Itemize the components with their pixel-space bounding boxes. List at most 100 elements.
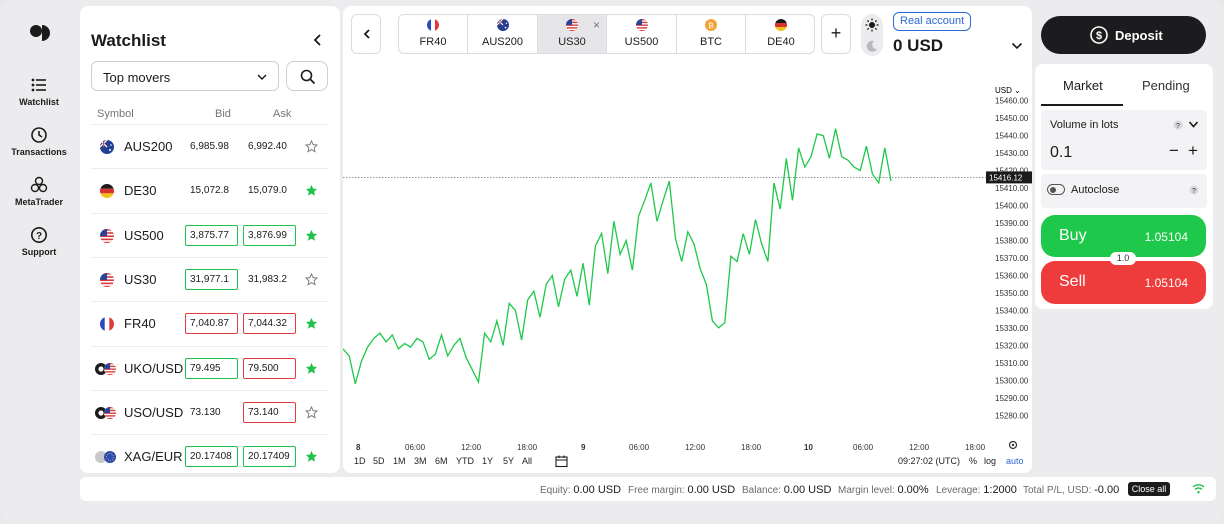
buy-button[interactable]: Buy 1.05104 [1041,215,1206,257]
collapse-chevron-icon[interactable] [310,32,326,48]
timeframe-button[interactable]: 1Y [482,456,494,466]
row-bid[interactable]: 73.130 [190,406,221,418]
timeframe-button[interactable]: 3M [414,456,427,466]
instrument-icon [95,362,117,376]
metatrader-icon [30,176,48,193]
currency-selector[interactable]: USD ⌄ [995,86,1021,95]
account-chevron-down-icon[interactable] [1011,40,1023,52]
equity: Equity: 0.00 USD [540,484,621,496]
timeframe-button[interactable]: YTD [456,456,474,466]
autoclose-toggle[interactable] [1047,184,1065,195]
flag-icon [100,317,114,332]
timeframe-button[interactable]: 1D [354,456,366,466]
row-ask[interactable]: 15,079.0 [248,185,287,197]
close-tab-icon[interactable]: × [592,18,600,32]
filter-select[interactable]: Top movers [91,61,279,91]
watchlist-row[interactable]: FR40 7,040.87 7,044.32 [91,301,328,345]
instrument-tab[interactable]: FR40 [399,15,468,53]
favorite-star-icon[interactable] [305,229,318,242]
instrument-tab[interactable]: DE40 [747,15,816,53]
price-chart[interactable]: USD ⌄ 15460.00 15450.00 15440.00 15430.00 154… [343,62,1032,473]
tab-market[interactable]: Market [1063,78,1103,93]
close-all-button[interactable]: Close all [1128,482,1170,496]
info-icon: ? [1173,120,1183,130]
row-bid[interactable]: 3,875.77 [185,224,238,246]
row-ask[interactable]: 20.17409 [243,446,296,468]
timeframe-button[interactable]: 5Y [503,456,515,466]
y-tick-label: 15390.00 [995,219,1029,228]
watchlist-row[interactable]: US500 3,875.77 3,876.99 [91,212,328,257]
sun-icon [865,18,879,32]
account-balance: 0 USD [893,36,944,55]
row-ask[interactable]: 73.140 [243,401,296,423]
sell-button[interactable]: Sell 1.05104 [1041,261,1206,304]
row-ask[interactable]: 7,044.32 [243,313,296,335]
row-bid[interactable]: 6,985.98 [190,141,229,152]
row-bid[interactable]: 79.495 [185,357,238,379]
volume-field[interactable]: Volume in lots ? 0.1 − + [1041,110,1207,170]
favorite-star-icon[interactable] [305,405,318,419]
row-ask[interactable]: 31,983.2 [248,273,287,285]
instrument-tab[interactable]: US500 [608,15,677,53]
svg-text:₿: ₿ [708,21,714,30]
row-symbol: US500 [124,227,164,243]
favorite-star-icon[interactable] [305,272,318,286]
add-tab-button[interactable]: + [821,14,851,54]
rail-support[interactable]: ? Support [0,226,78,257]
watchlist-row[interactable]: DE30 15,072.8 15,079.0 [91,168,328,212]
row-bid[interactable]: 15,072.8 [190,185,229,197]
timeframe-button[interactable]: 6M [435,456,448,466]
tabs-back-button[interactable] [351,14,381,54]
theme-toggle[interactable] [861,14,883,56]
rail-transactions[interactable]: Transactions [0,126,78,157]
row-bid[interactable]: 20.17408 [185,446,238,468]
rail-watchlist[interactable]: Watchlist [0,76,78,107]
date-range-icon[interactable] [555,455,568,468]
tab-label: FR40 [419,36,447,48]
y-tick-label: 15350.00 [995,289,1029,298]
tab-pending[interactable]: Pending [1142,78,1190,93]
row-symbol: US30 [124,271,157,287]
timeframe-button[interactable]: All [522,456,533,466]
deposit-button[interactable]: $ Deposit [1041,16,1206,54]
watchlist-row[interactable]: UKO/USD 79.495 79.500 [91,345,328,390]
row-ask[interactable]: 3,876.99 [243,224,296,246]
scale-percent[interactable]: % [969,456,978,466]
chevron-down-icon[interactable] [1188,119,1199,130]
volume-decrement[interactable]: − [1169,141,1179,160]
search-button[interactable] [286,61,328,91]
favorite-star-icon[interactable] [305,184,318,197]
watchlist-title: Watchlist [91,31,166,50]
rail-label: MetaTrader [14,197,64,207]
timeframe-button[interactable]: 5D [373,456,385,466]
tab-label: US500 [624,36,659,48]
chart-clock: 09:27:02 (UTC) [898,456,961,466]
volume-increment[interactable]: + [1188,141,1198,160]
margin-level-label: Margin level: [838,485,895,496]
question-icon: ? [31,227,47,243]
instrument-tab[interactable]: ₿ BTC [677,15,746,53]
tab-label: AUS200 [482,36,523,48]
favorite-star-icon[interactable] [305,140,318,153]
watchlist-row[interactable]: US30 31,977.1 31,983.2 [91,256,328,301]
favorite-star-icon[interactable] [305,317,318,330]
scale-auto[interactable]: auto [1006,456,1024,466]
favorite-star-icon[interactable] [305,450,318,463]
row-ask[interactable]: 79.500 [243,357,296,379]
svg-text:$: $ [1096,30,1102,42]
row-bid[interactable]: 7,040.87 [185,313,238,335]
row-ask[interactable]: 6,992.40 [248,141,287,152]
chart-settings-gear-icon[interactable] [1008,440,1018,450]
watchlist-row[interactable]: USO/USD 73.130 73.140 [91,389,328,434]
instrument-tab[interactable]: AUS200 [469,15,538,53]
svg-text:?: ? [36,231,42,242]
watchlist-row[interactable]: AUS200 6,985.98 6,992.40 [91,124,328,168]
favorite-star-icon[interactable] [305,362,318,375]
scale-log[interactable]: log [984,456,997,466]
instrument-tab[interactable]: US30 × [538,15,607,53]
margin-level-value: 0.00% [897,484,929,496]
row-bid[interactable]: 31,977.1 [185,268,238,290]
watchlist-row[interactable]: XAG/EUR 20.17408 20.17409 [91,434,328,473]
rail-metatrader[interactable]: MetaTrader [0,176,78,207]
timeframe-button[interactable]: 1M [393,456,406,466]
